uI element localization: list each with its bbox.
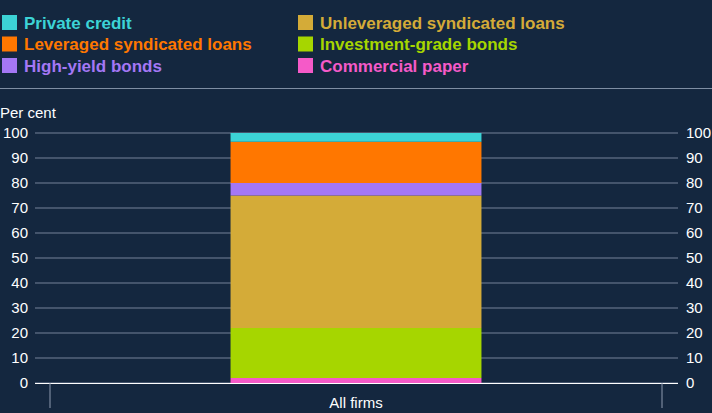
legend-swatch — [2, 15, 17, 30]
legend-label: High-yield bonds — [24, 57, 162, 76]
y-tick-label: 60 — [11, 224, 28, 241]
y-tick-label: 70 — [11, 199, 28, 216]
bar-segment — [231, 133, 482, 142]
legend-swatch — [2, 58, 17, 73]
y2-tick-label: 20 — [686, 324, 703, 341]
bar-segment — [231, 142, 482, 183]
legend-label: Commercial paper — [320, 57, 469, 76]
bar-segment — [231, 196, 482, 329]
bar-segment — [231, 183, 482, 196]
y-tick-label: 0 — [20, 374, 28, 391]
chart: Private credit Leveraged syndicated loans… — [0, 0, 712, 413]
y2-tick-label: 60 — [686, 224, 703, 241]
y-tick-label: 80 — [11, 174, 28, 191]
y-tick-label: 40 — [11, 274, 28, 291]
y2-tick-label: 30 — [686, 299, 703, 316]
legend-swatch — [298, 37, 313, 52]
bar-segment — [231, 378, 482, 383]
y-tick-label: 90 — [11, 149, 28, 166]
bar-segment — [231, 328, 482, 378]
legend-swatch — [298, 58, 313, 73]
y2-tick-label: 10 — [686, 349, 703, 366]
y-tick-label: 30 — [11, 299, 28, 316]
y2-tick-label: 50 — [686, 249, 703, 266]
bars — [231, 133, 482, 383]
category-divider — [662, 383, 663, 408]
y-axis-label: Per cent — [0, 104, 57, 121]
legend-label: Unleveraged syndicated loans — [320, 14, 565, 33]
category-divider — [50, 383, 51, 408]
x-tick-label: All firms — [329, 394, 382, 411]
y2-tick-label: 100 — [686, 124, 711, 141]
y2-tick-label: 90 — [686, 149, 703, 166]
y-tick-label: 10 — [11, 349, 28, 366]
legend-label: Investment-grade bonds — [320, 35, 517, 54]
legend-separator — [0, 88, 712, 89]
legend-swatch — [2, 37, 17, 52]
legend-swatch — [298, 15, 313, 30]
y-tick-label: 20 — [11, 324, 28, 341]
x-axis-line — [35, 383, 678, 384]
y2-tick-label: 0 — [686, 374, 694, 391]
y2-tick-label: 40 — [686, 274, 703, 291]
legend-label: Leveraged syndicated loans — [24, 35, 252, 54]
y-tick-label: 50 — [11, 249, 28, 266]
y2-tick-label: 70 — [686, 199, 703, 216]
legend-label: Private credit — [24, 14, 132, 33]
y2-tick-label: 80 — [686, 174, 703, 191]
y-tick-label: 100 — [3, 124, 28, 141]
